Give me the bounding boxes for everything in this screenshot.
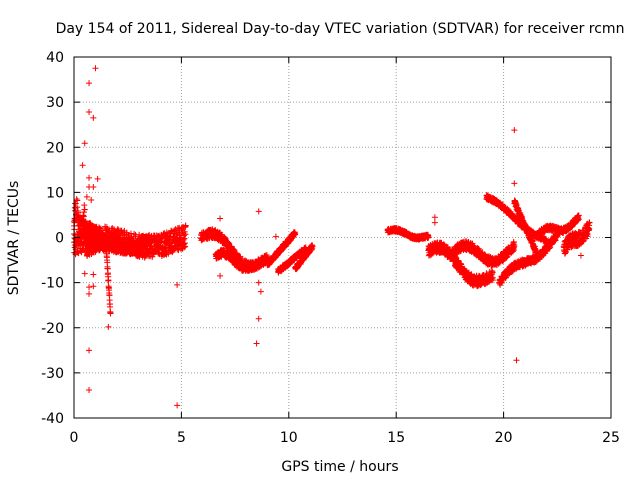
data-point <box>182 243 189 250</box>
data-point <box>163 249 170 256</box>
data-point <box>181 244 188 251</box>
data-point <box>169 240 176 247</box>
data-point <box>93 226 100 233</box>
data-point <box>74 197 81 204</box>
data-point <box>182 231 189 238</box>
data-point <box>107 303 114 310</box>
data-point <box>113 231 120 238</box>
data-point <box>182 222 189 229</box>
data-point <box>146 238 153 245</box>
data-point <box>132 233 139 240</box>
data-point <box>112 228 119 235</box>
data-point <box>82 218 89 225</box>
data-point <box>100 231 107 238</box>
data-point <box>141 244 148 251</box>
chart-title: Day 154 of 2011, Sidereal Day-to-day VTE… <box>56 21 625 37</box>
data-point <box>81 206 88 213</box>
data-point <box>105 277 112 284</box>
data-point <box>107 310 114 317</box>
grid-lines <box>74 57 611 418</box>
data-point <box>74 204 81 211</box>
data-points <box>71 65 593 409</box>
data-point <box>73 196 80 203</box>
data-point <box>146 231 153 238</box>
data-point <box>78 232 85 239</box>
data-point <box>133 248 140 255</box>
